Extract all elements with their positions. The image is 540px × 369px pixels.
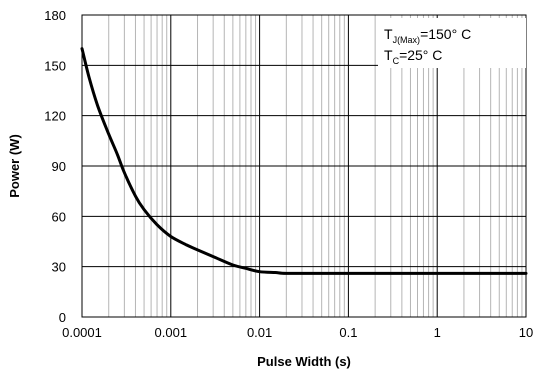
x-axis-title: Pulse Width (s)	[257, 354, 351, 369]
annotation-box	[378, 18, 526, 68]
series-layer	[80, 47, 528, 275]
x-tick-labels: 0.0001 0.001 0.01 0.1 1 10	[62, 325, 533, 340]
x-tick-label: 1	[434, 325, 441, 340]
plot-frame	[81, 14, 527, 318]
y-axis-title: Power (W)	[7, 134, 22, 198]
x-tick-label: 0.001	[155, 325, 188, 340]
x-tick-label: 10	[519, 325, 533, 340]
y-tick-label: 120	[44, 109, 66, 124]
y-tick-labels: 0 30 60 90 120 150 180	[44, 8, 66, 325]
annotation-tj-rest: =150° C	[420, 26, 471, 42]
x-tick-label: 0.1	[339, 325, 357, 340]
x-tick-label: 0.01	[247, 325, 272, 340]
y-tick-label: 60	[52, 209, 66, 224]
y-tick-label: 90	[52, 159, 66, 174]
series-line	[80, 47, 528, 275]
annotation-tc-sub: C	[393, 56, 400, 66]
conditions-annotation: TJ(Max)=150° C TC=25° C	[378, 18, 526, 68]
annotation-tc: TC=25° C	[384, 47, 442, 66]
y-tick-label: 180	[44, 8, 66, 23]
annotation-tj-main: T	[384, 26, 393, 42]
x-tick-label: 0.0001	[62, 325, 102, 340]
annotation-tj-sub: J(Max)	[393, 35, 421, 45]
y-tick-label: 150	[44, 58, 66, 73]
annotation-tj: TJ(Max)=150° C	[384, 26, 471, 45]
y-tick-label: 0	[59, 310, 66, 325]
annotation-tc-rest: =25° C	[399, 47, 442, 63]
annotation-tc-main: T	[384, 47, 393, 63]
y-tick-label: 30	[52, 260, 66, 275]
